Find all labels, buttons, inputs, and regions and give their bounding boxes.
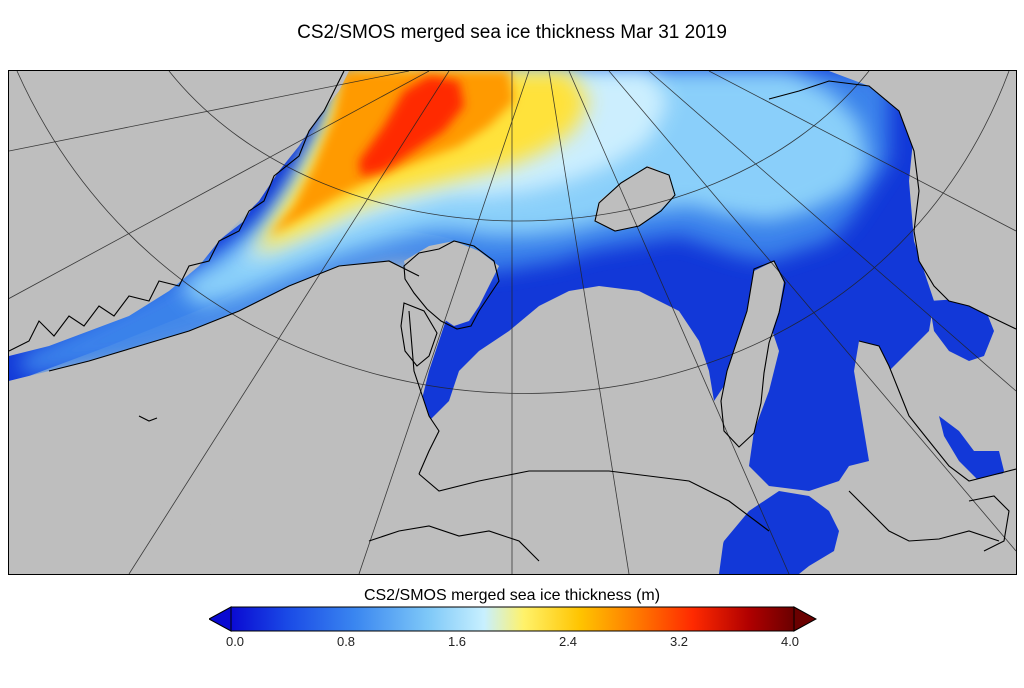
coastlines: [9, 71, 1016, 562]
archipelago-land-1: [404, 241, 499, 326]
siberia-land: [9, 71, 349, 356]
colorbar-tick: 1.6: [447, 634, 467, 649]
colorbar-gradient: [230, 606, 795, 632]
colorbar-max-arrow: [793, 606, 818, 632]
ice-hudson-strait: [939, 416, 1004, 491]
graticule: [9, 71, 1016, 574]
colorbar-tick: 4.0: [780, 634, 800, 649]
alaska-land-b: [9, 471, 729, 574]
colorbar-label: CS2/SMOS merged sea ice thickness (m): [363, 587, 661, 604]
labrador-land: [839, 341, 1016, 574]
ice-extent-east: [929, 299, 994, 361]
sea-ice-thickness-map: [8, 70, 1017, 575]
colorbar-tick: 2.4: [558, 634, 578, 649]
alaska-land: [9, 261, 439, 574]
colorbar: [207, 606, 818, 632]
colorbar-tick: 0.8: [336, 634, 356, 649]
map-title: CS2/SMOS merged sea ice thickness Mar 31…: [297, 22, 727, 43]
colorbar-tick: 0.0: [225, 634, 245, 649]
colorbar-tick: 3.2: [669, 634, 689, 649]
colorbar-tick-labels: 0.0 0.8 1.6 2.4 3.2 4.0: [0, 634, 1024, 654]
baffin-island-land: [721, 261, 784, 446]
colorbar-min-arrow: [207, 606, 232, 632]
ice-extent-south: [709, 491, 839, 574]
archipelago-land-3: [594, 166, 674, 231]
greenland-land: [829, 71, 1016, 331]
ice-band-red: [359, 76, 464, 176]
